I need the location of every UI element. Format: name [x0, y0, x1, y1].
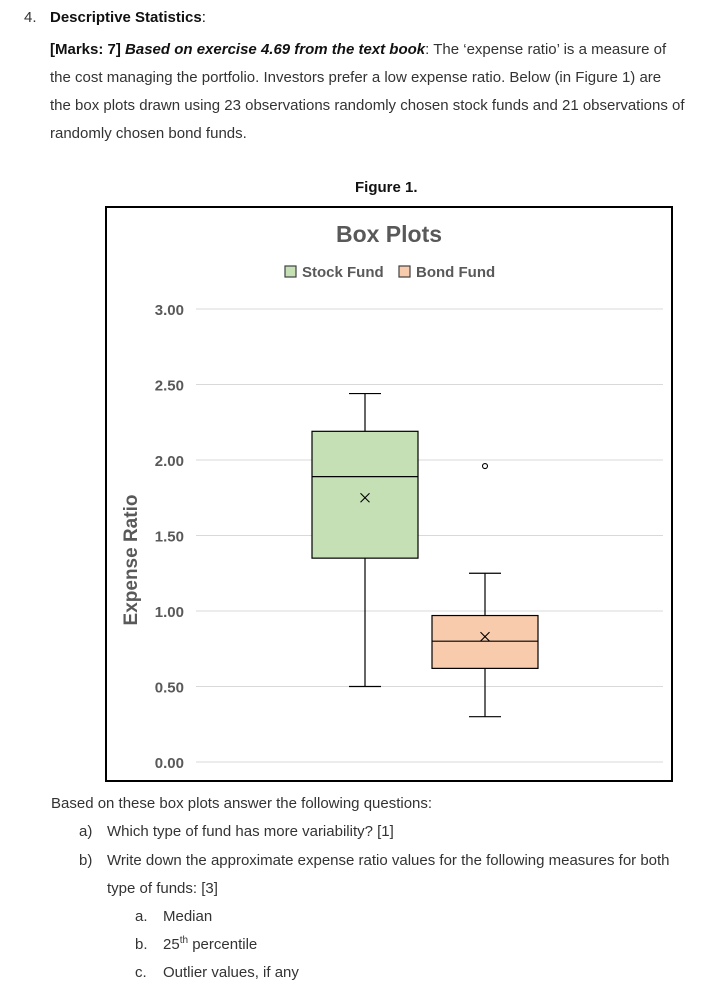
legend-swatch: [398, 265, 411, 278]
legend-swatch: [284, 265, 297, 278]
y-tick-labels: 0.00 0.50 1.00 1.50 2.00 2.50 3.00: [155, 302, 184, 772]
question-b-text-line1: Write down the approximate expense ratio…: [107, 852, 670, 869]
chart-svg: Box Plots Stock Fund Bond Fund 0.00 0.50 1.…: [121, 221, 663, 772]
intro-line-1: [Marks: 7] Based on exercise 4.69 from t…: [50, 36, 713, 64]
sub-item-b-text: 25th percentile: [163, 935, 258, 954]
intro-line-3: the box plots drawn using 23 observation…: [50, 97, 685, 114]
mean-marker: [480, 631, 490, 642]
question-b-text-line2: type of funds: [3]: [107, 880, 218, 897]
sub-item-a-label: a.: [135, 908, 148, 925]
iqr-box: [431, 614, 539, 669]
intro-line-4: randomly chosen bond funds.: [50, 125, 247, 142]
y-tick-label: 1.50: [155, 529, 184, 546]
question-title: Descriptive Statistics:: [50, 9, 206, 26]
y-tick-label: 0.00: [155, 755, 184, 772]
sub-item-a-text: Median: [163, 908, 213, 925]
grid-lines: [196, 308, 663, 763]
mean-marker: [360, 492, 370, 503]
legend-label: Bond Fund: [416, 264, 495, 281]
question-a-text: Which type of fund has more variability?…: [107, 823, 394, 840]
question-title-text: Descriptive Statistics: [50, 9, 202, 26]
y-tick-label: 2.50: [155, 378, 184, 395]
questions-intro: Based on these box plots answer the foll…: [51, 795, 433, 812]
box-bond-fund: [431, 462, 539, 718]
sub-item-b-number: 25: [163, 936, 180, 953]
sub-item-b-suffix: percentile: [188, 936, 258, 953]
iqr-box: [311, 430, 419, 559]
sub-item-b-superscript: th: [179, 935, 189, 946]
source-reference: Based on exercise 4.69 from the text boo…: [125, 41, 426, 58]
question-number: 4.: [24, 9, 37, 26]
y-tick-label: 1.00: [155, 604, 184, 621]
marks-label: [Marks: 7]: [50, 41, 121, 58]
y-tick-label: 2.00: [155, 453, 184, 470]
intro-text-1: : The ‘expense ratio’ is a measure of: [425, 41, 667, 58]
y-axis-label: Expense Ratio: [121, 495, 142, 626]
y-tick-label: 3.00: [155, 302, 184, 319]
box-plots: [311, 392, 539, 718]
question-b-label: b): [79, 852, 93, 869]
intro-line-2: the cost managing the portfolio. Investo…: [50, 69, 662, 86]
outlier-point: [481, 462, 489, 470]
sub-item-c-text: Outlier values, if any: [163, 964, 299, 981]
question-a-label: a): [79, 823, 93, 840]
legend-label: Stock Fund: [302, 264, 384, 281]
y-tick-label: 0.50: [155, 680, 184, 697]
box-plot-chart: Box Plots Stock Fund Bond Fund 0.00 0.50 1.…: [105, 206, 673, 782]
sub-item-b-label: b.: [135, 936, 148, 953]
box-stock-fund: [311, 392, 419, 688]
sub-item-c-label: c.: [135, 964, 147, 981]
question-title-colon: :: [201, 9, 206, 26]
question-intro: [Marks: 7] Based on exercise 4.69 from t…: [50, 36, 713, 148]
legend: Stock Fund Bond Fund: [284, 264, 495, 281]
figure-caption: Figure 1.: [355, 179, 418, 196]
chart-title: Box Plots: [336, 221, 442, 247]
